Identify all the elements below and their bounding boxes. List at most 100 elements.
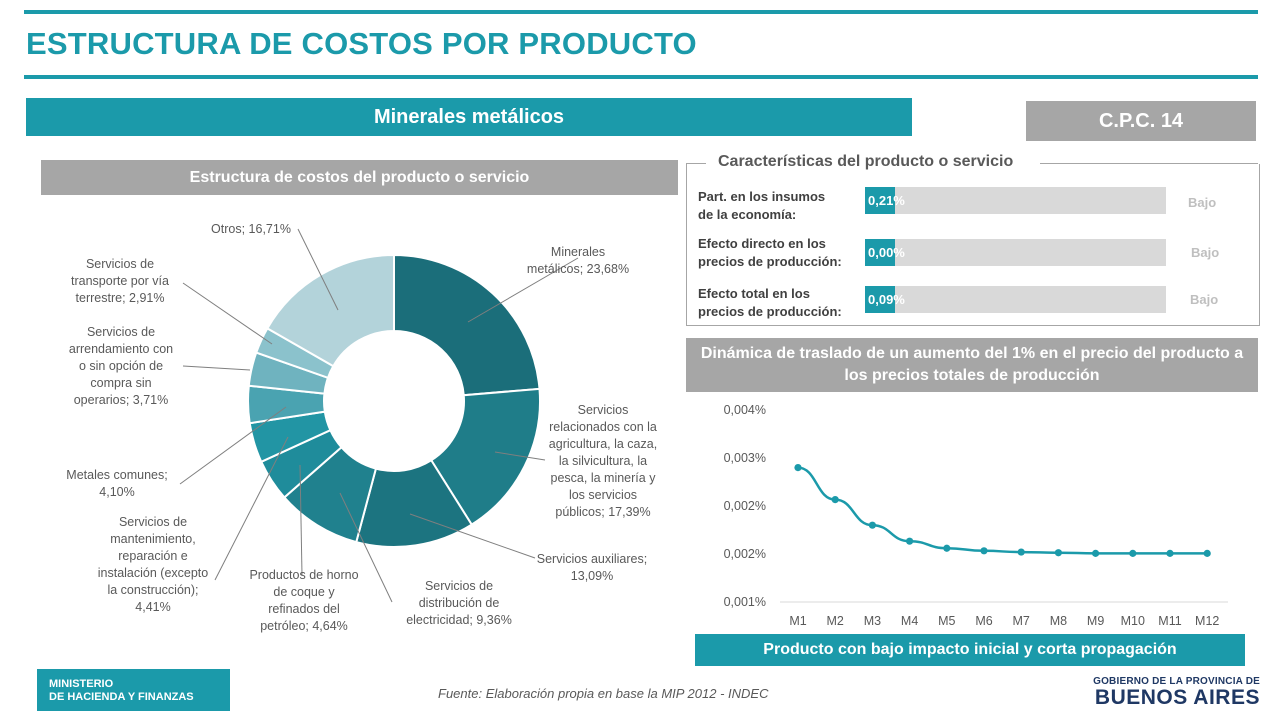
donut-slice-label-line: transporte por vía: [71, 274, 169, 288]
page-title: ESTRUCTURA DE COSTOS POR PRODUCTO: [26, 26, 697, 61]
donut-slice: [429, 387, 541, 526]
donut-leader-line: [297, 228, 339, 311]
donut-leader-line: [339, 492, 393, 603]
donut-slice-label-line: pesca, la minería y: [551, 471, 657, 485]
donut-slice-label-line: reparación e: [118, 549, 188, 563]
characteristic-label-line: precios de producción:: [698, 254, 842, 269]
total-effect-bar-fill: [865, 286, 896, 313]
donut-slice: [265, 253, 395, 368]
donut-slice-label-line: o sin opción de: [79, 359, 163, 373]
series-point: [1054, 549, 1062, 557]
donut-slice-label-line: la construcción);: [107, 583, 198, 597]
donut-leader-line: [182, 282, 273, 345]
series-point: [794, 464, 802, 472]
direct-effect-value: 0,00%: [868, 245, 905, 260]
title-underline: [24, 75, 1258, 79]
x-tick-label: M11: [1158, 614, 1181, 628]
participation-value: 0,21%: [868, 193, 905, 208]
x-tick-label: M10: [1121, 614, 1145, 628]
x-tick-label: M5: [938, 614, 955, 628]
top-rule: [24, 10, 1258, 14]
donut-slice-label: Servicios de transporte por vía terrestre;…: [71, 257, 169, 305]
x-tick-label: M8: [1050, 614, 1067, 628]
direct-effect-level: Bajo: [1191, 245, 1220, 260]
ministry-logo-line: DE HACIENDA Y FINANZAS: [49, 691, 194, 703]
donut-slice-label-line: Servicios de: [87, 325, 155, 339]
line-section-title: Dinámica de traslado de un aumento del 1…: [686, 338, 1258, 392]
province-logo-big: BUENOS AIRES: [1094, 686, 1260, 709]
series-point: [906, 537, 914, 545]
donut-leader-line: [467, 257, 579, 323]
donut-slice-label-line: Productos de horno: [249, 568, 358, 582]
donut-slice-label: Servicios de arrendamiento con o sin opció…: [69, 325, 173, 407]
donut-slice: [393, 253, 541, 397]
product-name-banner: Minerales metálicos: [26, 98, 912, 136]
donut-slice-label-line: Servicios de: [425, 579, 493, 593]
donut-slice-label-line: Metales comunes;: [66, 468, 167, 482]
series-point: [1092, 549, 1100, 557]
donut-slice-label-line: arrendamiento con: [69, 342, 173, 356]
donut-slice-label-line: relacionados con la: [549, 420, 657, 434]
characteristic-label-participation: Part. en los insumos de la economía:: [698, 188, 868, 224]
conclusion-banner: Producto con bajo impacto inicial y cort…: [695, 634, 1245, 666]
x-tick-label: M3: [864, 614, 881, 628]
donut-slice-label: Servicios relacionados con la agricultura,…: [549, 403, 657, 519]
donut-slice-label: Otros; 16,71%: [211, 222, 291, 236]
price-transfer-line-chart: 0,004% 0,003% 0,002% 0,002% 0,001% M1 M2 M3 M4 M5…: [724, 403, 1228, 628]
donut-slice-label: Metales comunes; 4,10%: [66, 468, 167, 499]
series-point: [1017, 548, 1025, 556]
donut-slice-label-line: operarios; 3,71%: [74, 393, 169, 407]
series-point: [1203, 549, 1211, 557]
ministry-logo-line: MINISTERIO: [49, 678, 114, 690]
characteristic-label-line: de la economía:: [698, 207, 797, 222]
donut-slice-label: Servicios auxiliares; 13,09%: [537, 552, 647, 583]
characteristic-label-total-effect: Efecto total en los precios de producció…: [698, 285, 868, 321]
x-tick-label: M2: [827, 614, 844, 628]
y-tick-label: 0,004%: [724, 403, 766, 417]
characteristics-title: Características del producto o servicio: [712, 153, 1020, 171]
x-tick-label: M9: [1087, 614, 1104, 628]
direct-effect-bar: 0,00%: [865, 239, 1166, 266]
donut-slice-label-line: Servicios de: [86, 257, 154, 271]
cpc-code-badge: C.P.C. 14: [1026, 101, 1256, 141]
x-tick-label: M1: [789, 614, 806, 628]
characteristics-box: [686, 164, 1260, 326]
donut-slice-label-line: petróleo; 4,64%: [260, 619, 348, 633]
y-tick-label: 0,001%: [724, 595, 766, 609]
series-point: [1166, 549, 1174, 557]
x-tick-label: M6: [975, 614, 992, 628]
donut-slice-label-line: de coque y: [273, 585, 335, 599]
line-section-title-line: los precios totales de producción: [844, 367, 1100, 384]
ministry-logo: MINISTERIO DE HACIENDA Y FINANZAS: [37, 669, 230, 711]
characteristic-label-line: Efecto total en los: [698, 286, 810, 301]
donut-slice-label-line: los servicios: [569, 488, 637, 502]
donut-leader-line: [214, 436, 289, 581]
donut-slice-label: Productos de horno de coque y refinados de…: [249, 568, 358, 633]
participation-level: Bajo: [1188, 195, 1217, 210]
series-point: [1129, 549, 1137, 557]
series-point: [980, 547, 988, 555]
series-line: [797, 466, 1208, 555]
donut-leader-line: [299, 464, 303, 576]
y-tick-label: 0,003%: [724, 451, 766, 465]
donut-slice-label-line: Servicios auxiliares;: [537, 552, 647, 566]
line-section-title-line: Dinámica de traslado de un aumento del 1…: [700, 345, 1244, 362]
characteristics-rule-left: [686, 163, 706, 164]
donut-slice-label-line: 4,10%: [99, 485, 134, 499]
donut-slice-label-line: públicos; 17,39%: [555, 505, 650, 519]
donut-slice-label: Servicios de distribución de electricidad;…: [406, 579, 512, 627]
total-effect-bar: 0,09%: [865, 286, 1166, 313]
cost-structure-donut-chart: Minerales metálicos; 23,68% Servicios relac…: [66, 222, 657, 633]
donut-leader-line: [409, 513, 536, 559]
y-tick-label: 0,002%: [724, 547, 766, 561]
donut-slice-label-line: 4,41%: [135, 600, 170, 614]
province-logo: GOBIERNO DE LA PROVINCIA DE BUENOS AIRES: [1090, 676, 1260, 709]
series-point: [943, 544, 951, 552]
donut-slice-label-line: Minerales: [551, 245, 605, 259]
characteristic-label-line: precios de producción:: [698, 304, 842, 319]
donut-slice-label-line: distribución de: [419, 596, 500, 610]
characteristic-label-line: Efecto directo en los: [698, 236, 826, 251]
x-tick-label: M7: [1013, 614, 1030, 628]
participation-bar-fill: [865, 187, 896, 214]
source-note: Fuente: Elaboración propia en base la MI…: [438, 686, 769, 701]
